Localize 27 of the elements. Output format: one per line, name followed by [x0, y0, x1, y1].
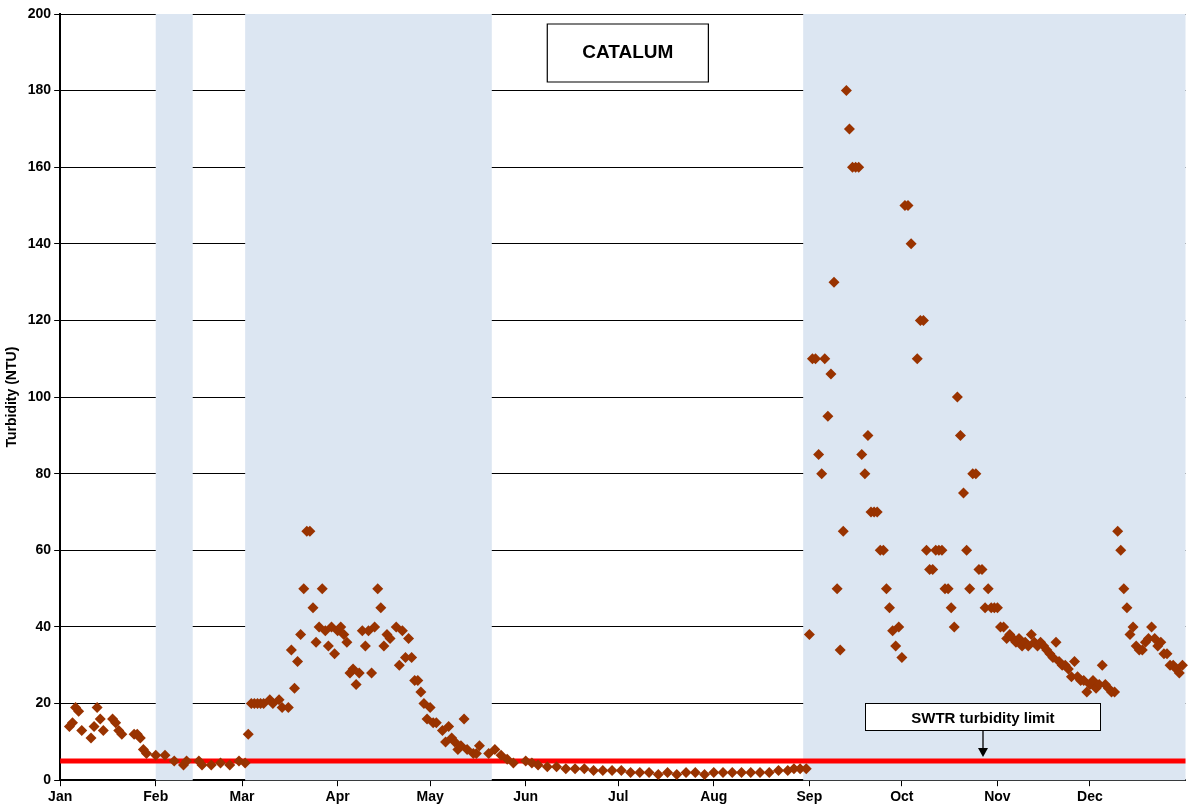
- x-tick-label: Oct: [890, 788, 914, 805]
- x-tick-label: Aug: [700, 788, 728, 805]
- y-tick-label: 120: [27, 311, 52, 328]
- y-tick-label: 200: [27, 4, 52, 21]
- x-tick-label: Jun: [513, 788, 539, 805]
- x-tick-label: May: [416, 788, 444, 805]
- x-tick-label: Feb: [143, 788, 169, 805]
- y-tick-label: 100: [27, 387, 52, 404]
- x-tick-label: Nov: [984, 788, 1011, 805]
- y-tick-label: 140: [27, 234, 52, 251]
- y-tick-label: 40: [35, 617, 52, 634]
- y-tick-label: 180: [27, 81, 52, 98]
- y-tick-label: 0: [43, 771, 52, 788]
- x-tick-label: Jul: [608, 788, 629, 805]
- x-tick-label: Apr: [325, 788, 351, 805]
- y-tick-label: 60: [35, 541, 52, 558]
- x-tick-label: Dec: [1077, 788, 1103, 805]
- y-tick-label: 20: [35, 694, 52, 711]
- y-tick-label: 160: [27, 158, 52, 175]
- y-tick-label: 80: [35, 464, 52, 481]
- x-tick-label: Sep: [796, 788, 823, 805]
- label-callout: SWTR turbidity limit: [864, 703, 1101, 758]
- ref-line-label: SWTR turbidity limit: [864, 703, 1101, 732]
- y-axis-title: Turbidity (NTU): [3, 346, 20, 448]
- x-tick-label: Jan: [48, 788, 73, 805]
- x-tick-label: Mar: [229, 788, 256, 805]
- text: CATALUM: [582, 41, 674, 63]
